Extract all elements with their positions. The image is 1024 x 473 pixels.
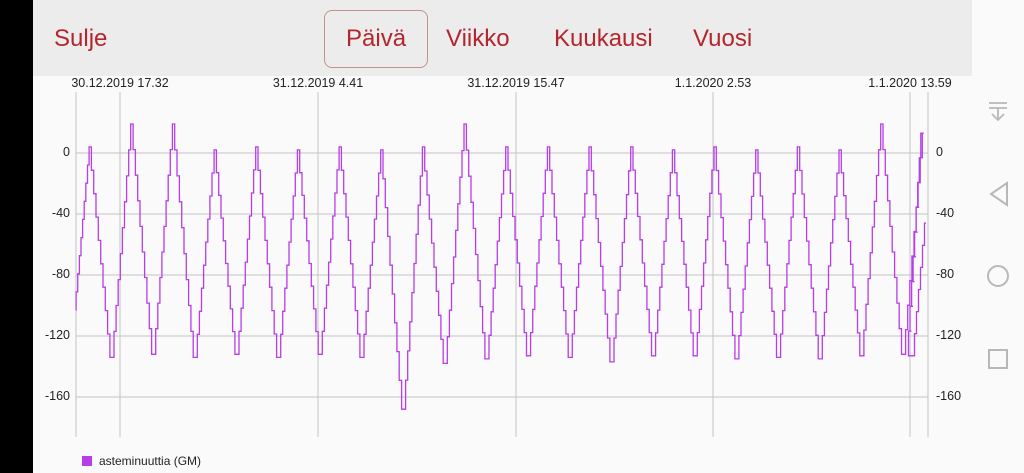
tab-year[interactable]: Vuosi: [693, 25, 753, 52]
y-tick-label: -40: [936, 206, 955, 220]
y-tick-label: -120: [936, 328, 962, 342]
legend-label: asteminuuttia (GM): [99, 454, 202, 468]
left-black-bar: [0, 0, 33, 473]
recents-icon[interactable]: [988, 349, 1008, 369]
chart-legend: asteminuuttia (GM): [82, 454, 201, 468]
top-toolbar: Sulje Päivä Viikko Kuukausi Vuosi: [33, 0, 972, 76]
home-icon[interactable]: [987, 265, 1009, 287]
x-tick-label: 31.12.2019 4.41: [272, 76, 364, 90]
y-tick-label: -80: [936, 267, 955, 281]
close-button[interactable]: Sulje: [54, 25, 108, 52]
x-tick-label: 30.12.2019 17.32: [71, 76, 169, 90]
system-nav-bar: [972, 0, 1024, 473]
y-tick-label: -40: [51, 206, 70, 220]
y-tick-label: -120: [44, 328, 70, 342]
tab-day[interactable]: Päivä: [324, 10, 429, 68]
y-tick-label: 0: [63, 145, 70, 159]
notification-pull-icon[interactable]: [989, 102, 1007, 122]
tab-week[interactable]: Viikko: [446, 25, 510, 52]
y-tick-label: -80: [51, 267, 70, 281]
y-tick-label: -160: [44, 389, 70, 403]
back-icon[interactable]: [989, 181, 1008, 207]
x-tick-label: 1.1.2020 2.53: [674, 76, 752, 90]
x-tick-label: 31.12.2019 15.47: [467, 76, 565, 90]
x-tick-label: 1.1.2020 13.59: [868, 76, 952, 90]
tab-month[interactable]: Kuukausi: [554, 25, 653, 52]
y-tick-label: 0: [936, 145, 943, 159]
legend-swatch: [82, 456, 92, 466]
y-tick-label: -160: [936, 389, 962, 403]
